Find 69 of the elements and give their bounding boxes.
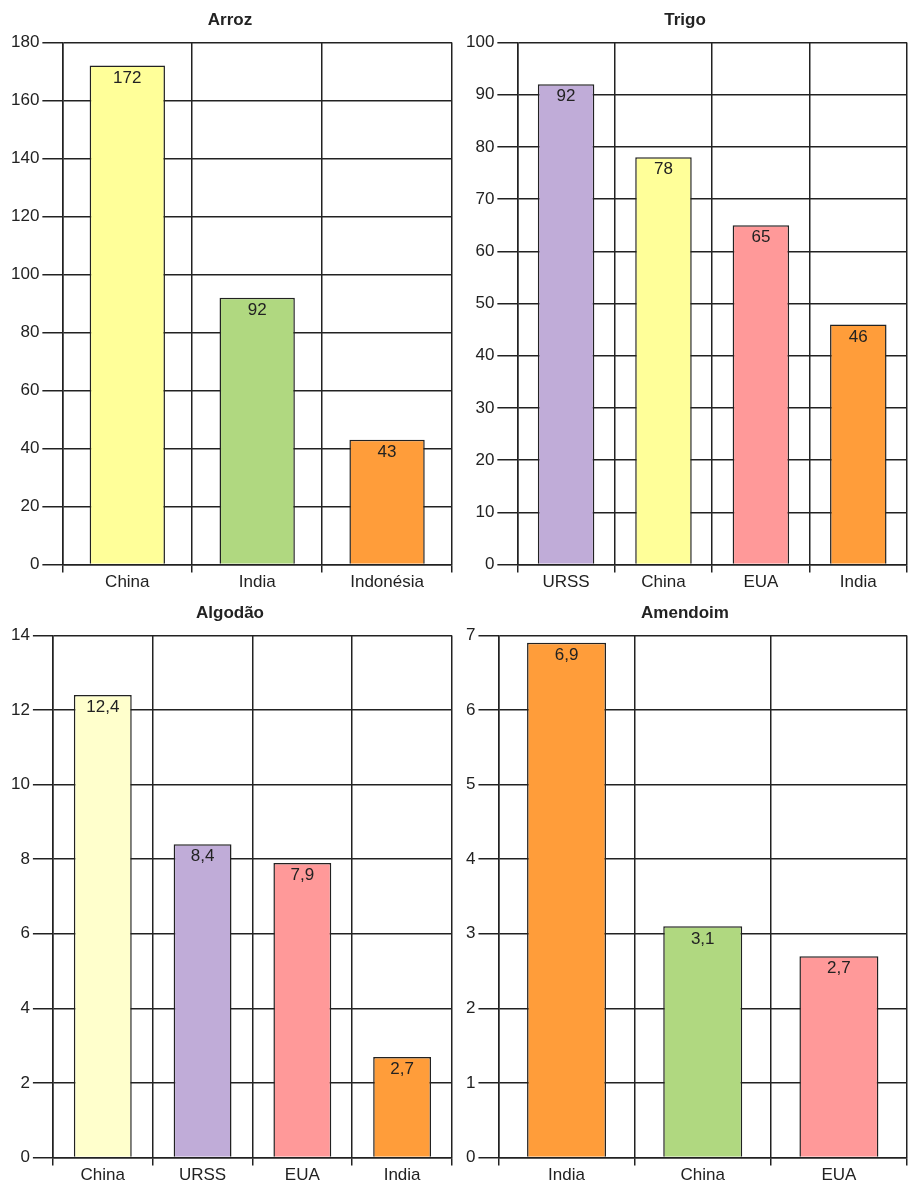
x-tick-label: India: [548, 1165, 586, 1185]
y-tick-label: 70: [475, 188, 495, 208]
y-tick-label: 6: [465, 699, 476, 719]
x-tick-label: Indonésia: [350, 572, 425, 592]
y-tick-label: 12: [10, 699, 30, 719]
x-tick-label: India: [839, 572, 878, 592]
y-tick-label: 5: [465, 774, 476, 794]
data-label: 46: [848, 326, 868, 346]
y-tick-label: 6: [20, 923, 30, 943]
x-tick-label: India: [383, 1165, 422, 1185]
y-tick-label: 2: [465, 998, 476, 1018]
y-tick-label: 4: [465, 848, 476, 868]
y-tick-label: 160: [10, 90, 40, 110]
x-tick-label: China: [680, 1165, 726, 1185]
x-tick-label: EUA: [821, 1165, 858, 1185]
y-tick-label: 80: [475, 136, 495, 156]
y-tick-label: 0: [20, 1147, 30, 1167]
y-tick-label: 100: [10, 264, 40, 284]
x-tick-label: URSS: [542, 572, 590, 592]
data-label: 2,7: [827, 958, 851, 978]
y-tick-label: 10: [10, 774, 30, 794]
y-tick-label: 1: [465, 1072, 476, 1092]
data-label: 65: [751, 227, 771, 247]
data-label: 92: [556, 86, 576, 106]
y-tick-label: 8: [20, 848, 30, 868]
data-label: 92: [247, 299, 267, 319]
y-tick-label: 50: [475, 293, 495, 313]
data-label: 43: [377, 442, 397, 462]
x-tick-label: China: [105, 572, 151, 592]
y-tick-label: 0: [484, 554, 495, 574]
y-tick-label: 40: [475, 345, 495, 365]
chart-title: Trigo: [664, 9, 706, 29]
y-tick-label: 100: [465, 32, 495, 52]
chart-title: Arroz: [207, 9, 253, 29]
data-label: 172: [113, 67, 142, 87]
y-tick-label: 0: [29, 554, 40, 574]
y-tick-label: 7: [465, 625, 476, 645]
chart-title: Algodão: [196, 602, 264, 622]
x-tick-label: EUA: [743, 572, 780, 592]
y-tick-label: 60: [475, 240, 495, 260]
chart-title: Amendoim: [641, 602, 729, 622]
y-tick-label: 14: [10, 625, 30, 645]
data-label: 3,1: [690, 928, 715, 948]
y-tick-label: 3: [465, 923, 476, 943]
x-tick-label: China: [80, 1165, 126, 1185]
y-tick-label: 120: [10, 206, 40, 226]
y-tick-label: 60: [20, 380, 40, 400]
y-tick-label: 80: [20, 322, 40, 342]
data-label: 78: [654, 159, 673, 179]
y-tick-label: 10: [475, 502, 495, 522]
data-label: 8,4: [190, 846, 215, 866]
data-label: 12,4: [86, 697, 120, 717]
y-tick-label: 4: [20, 998, 30, 1018]
x-tick-label: URSS: [178, 1165, 227, 1185]
y-tick-label: 90: [475, 84, 495, 104]
y-tick-label: 20: [20, 496, 40, 516]
data-label: 6,9: [554, 645, 579, 665]
y-tick-label: 0: [465, 1147, 476, 1167]
y-tick-label: 140: [10, 148, 40, 168]
y-tick-label: 20: [475, 449, 495, 469]
x-tick-label: EUA: [284, 1165, 321, 1185]
data-label: 7,9: [290, 865, 315, 885]
data-label: 2,7: [390, 1059, 414, 1079]
y-tick-label: 180: [10, 32, 40, 52]
y-tick-label: 2: [20, 1072, 30, 1092]
x-tick-label: India: [238, 572, 277, 592]
y-tick-label: 30: [475, 397, 495, 417]
x-tick-label: China: [641, 572, 687, 592]
y-tick-label: 40: [20, 438, 40, 458]
